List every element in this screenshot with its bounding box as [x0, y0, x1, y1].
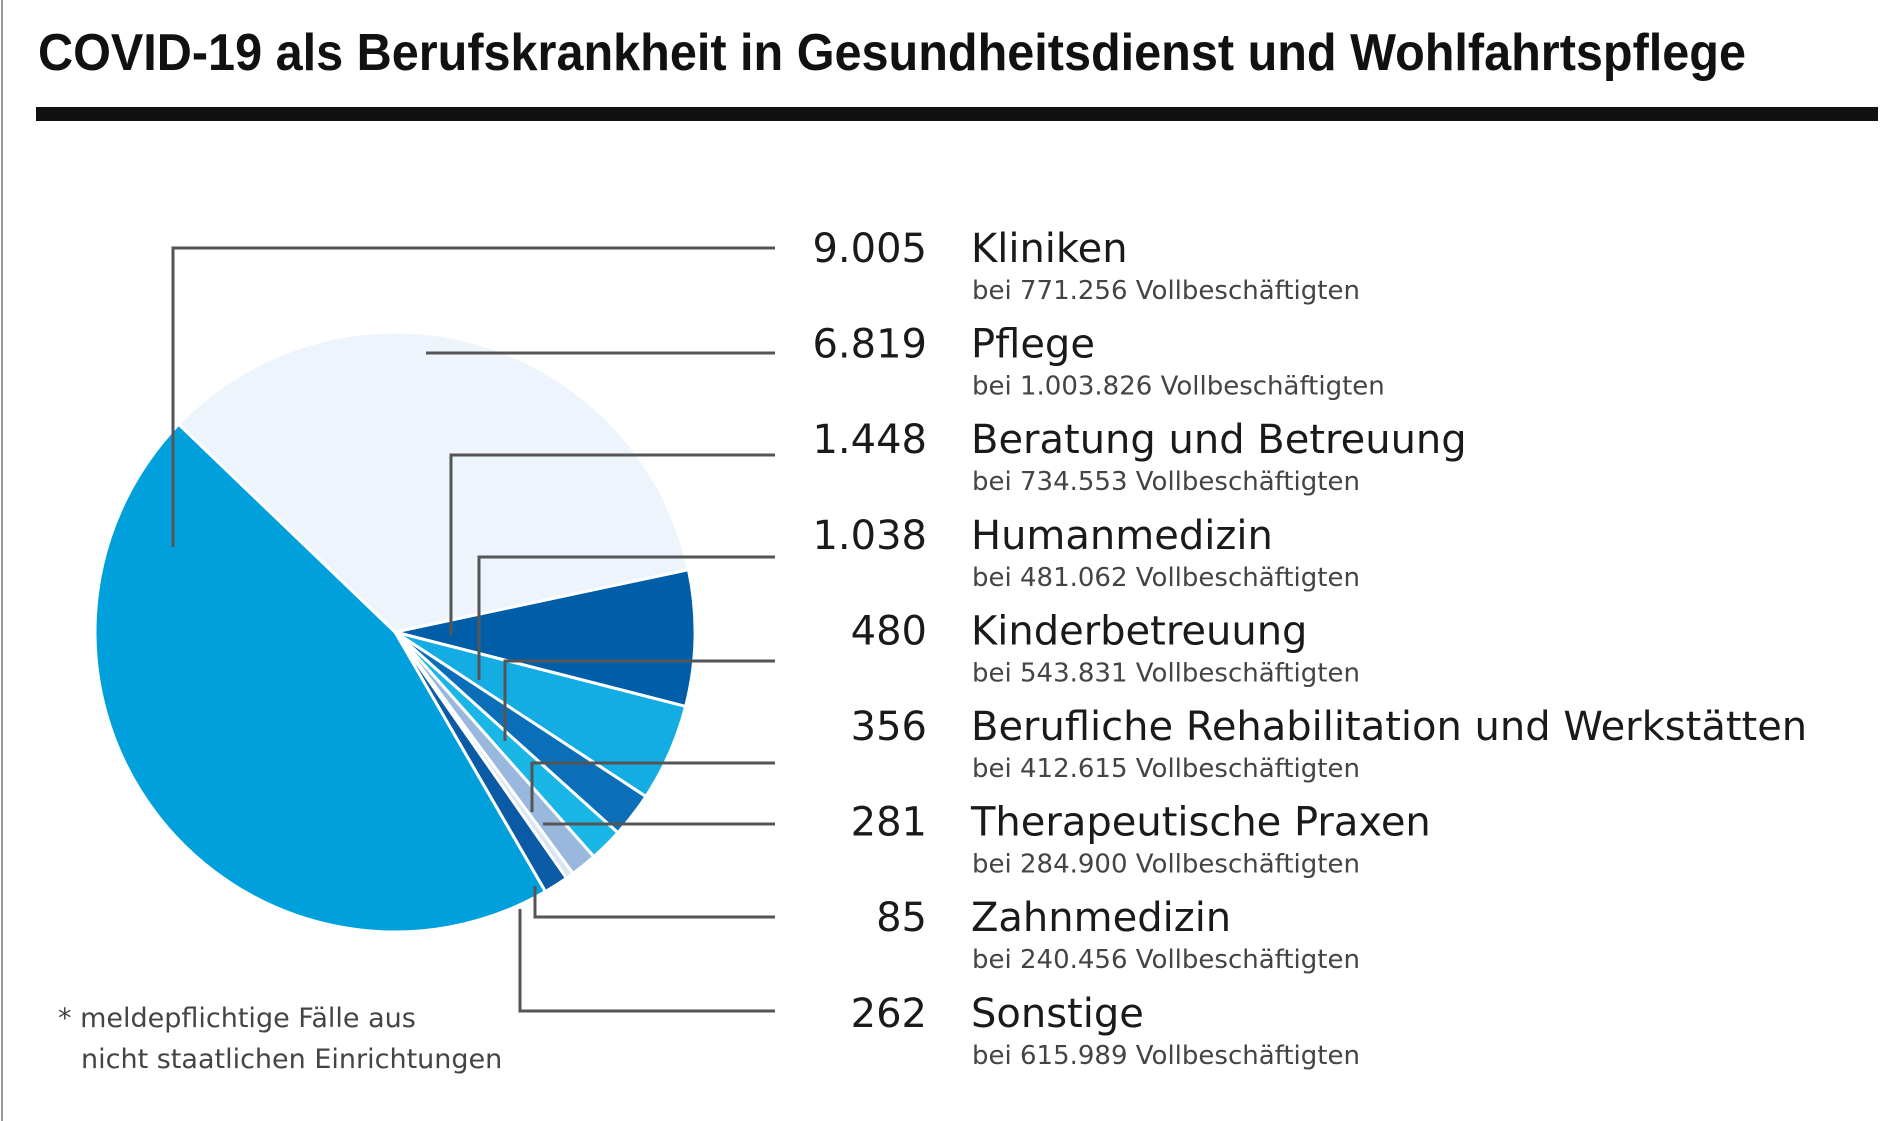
- value-label: 356: [851, 704, 927, 750]
- chart-title: COVID-19 als Berufskrankheit in Gesundhe…: [38, 24, 1746, 82]
- leader-line: [477, 555, 775, 680]
- pie-slice-kliniken: [93, 422, 547, 934]
- category-label: Humanmedizin: [971, 513, 1273, 559]
- category-label: Kliniken: [971, 226, 1128, 272]
- category-label: Pflege: [971, 322, 1095, 368]
- value-label: 262: [851, 991, 927, 1037]
- title-rule: [36, 107, 1878, 121]
- value-label: 1.448: [812, 417, 927, 463]
- category-label: Berufliche Rehabilitation und Werkstätte…: [971, 704, 1807, 750]
- footnote-line-1: * meldepflichtige Fälle aus: [58, 1003, 416, 1034]
- employees-label: bei 481.062 Vollbeschäftigten: [972, 563, 1360, 593]
- category-label: Therapeutische Praxen: [970, 800, 1431, 846]
- leader-line: [518, 909, 775, 1013]
- value-label: 9.005: [812, 226, 927, 272]
- legend-labels: 9.005 Kliniken bei 771.256 Vollbeschäftigt…: [812, 226, 1807, 1071]
- category-label: Beratung und Betreuung: [971, 417, 1467, 463]
- category-label: Zahnmedizin: [971, 895, 1231, 941]
- employees-label: bei 771.256 Vollbeschäftigten: [972, 276, 1360, 306]
- value-label: 6.819: [812, 322, 927, 368]
- pie-slice-beratung-und-betreuung: [393, 568, 697, 708]
- leader-line: [171, 246, 775, 547]
- employees-label: bei 1.003.826 Vollbeschäftigten: [972, 372, 1385, 402]
- employees-label: bei 734.553 Vollbeschäftigten: [972, 467, 1360, 497]
- value-label: 480: [851, 608, 927, 654]
- employees-label: bei 412.615 Vollbeschäftigten: [972, 754, 1360, 784]
- employees-label: bei 543.831 Vollbeschäftigten: [972, 658, 1360, 688]
- category-label: Sonstige: [971, 991, 1144, 1037]
- leader-line: [530, 761, 775, 812]
- value-label: 1.038: [812, 513, 927, 559]
- leader-line: [449, 453, 775, 636]
- leader-line: [533, 886, 775, 919]
- employees-label: bei 615.989 Vollbeschäftigten: [972, 1041, 1360, 1071]
- leader-line: [503, 659, 775, 741]
- category-label: Kinderbetreuung: [971, 608, 1307, 654]
- leader-lines: [171, 246, 775, 1013]
- value-label: 85: [876, 895, 927, 941]
- employees-label: bei 284.900 Vollbeschäftigten: [972, 850, 1360, 880]
- employees-label: bei 240.456 Vollbeschäftigten: [972, 945, 1360, 975]
- value-label: 281: [851, 800, 927, 846]
- pie-slices: [93, 330, 697, 934]
- footnote-line-2: nicht staatlichen Einrichtungen: [81, 1044, 502, 1075]
